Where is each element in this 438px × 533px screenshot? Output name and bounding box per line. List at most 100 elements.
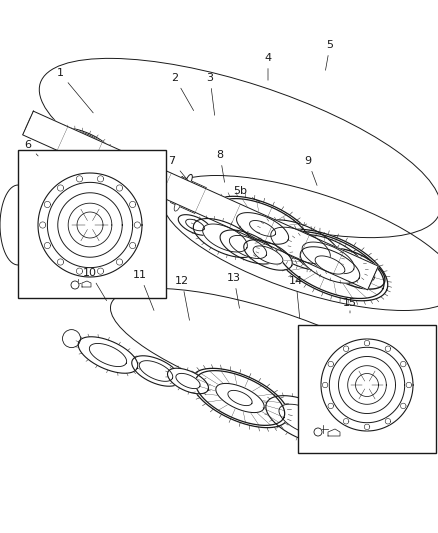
Polygon shape — [260, 220, 342, 271]
Polygon shape — [329, 348, 405, 423]
Polygon shape — [237, 213, 289, 244]
Polygon shape — [230, 236, 267, 259]
Polygon shape — [211, 196, 315, 261]
Polygon shape — [117, 185, 123, 191]
Polygon shape — [53, 130, 113, 166]
Polygon shape — [70, 140, 96, 156]
Text: 9: 9 — [304, 156, 317, 185]
Text: 1: 1 — [57, 68, 93, 113]
Polygon shape — [343, 346, 349, 351]
Polygon shape — [117, 259, 123, 265]
Text: 13: 13 — [227, 273, 241, 308]
Polygon shape — [343, 418, 349, 424]
Circle shape — [71, 281, 79, 289]
Text: 14: 14 — [289, 276, 303, 318]
Polygon shape — [266, 395, 344, 445]
Polygon shape — [400, 361, 406, 367]
Polygon shape — [291, 235, 365, 281]
Text: 7: 7 — [169, 156, 188, 181]
Polygon shape — [186, 219, 204, 231]
Polygon shape — [53, 129, 100, 160]
Polygon shape — [244, 240, 292, 270]
Text: 5b: 5b — [233, 186, 260, 201]
Polygon shape — [39, 222, 46, 228]
Polygon shape — [76, 176, 83, 182]
Polygon shape — [302, 242, 354, 273]
Text: 11: 11 — [133, 270, 154, 310]
Polygon shape — [328, 361, 333, 367]
Polygon shape — [199, 197, 374, 281]
Polygon shape — [364, 341, 370, 346]
Text: 4: 4 — [265, 53, 272, 80]
Polygon shape — [195, 370, 285, 425]
Polygon shape — [348, 366, 386, 405]
Text: 15: 15 — [343, 298, 357, 313]
Polygon shape — [97, 268, 104, 274]
Polygon shape — [253, 246, 283, 264]
Polygon shape — [193, 219, 257, 257]
Ellipse shape — [186, 174, 192, 185]
Polygon shape — [385, 346, 391, 351]
Polygon shape — [78, 337, 138, 373]
Text: 3: 3 — [206, 73, 215, 115]
Polygon shape — [339, 357, 396, 414]
Polygon shape — [228, 390, 252, 406]
Polygon shape — [132, 356, 180, 386]
Polygon shape — [328, 403, 333, 409]
Polygon shape — [51, 128, 116, 168]
Polygon shape — [124, 158, 160, 190]
Ellipse shape — [32, 123, 52, 135]
Text: 12: 12 — [175, 276, 190, 320]
Polygon shape — [44, 201, 50, 207]
Polygon shape — [276, 231, 384, 298]
Text: 6: 6 — [25, 140, 38, 156]
Circle shape — [314, 428, 322, 436]
Polygon shape — [216, 383, 264, 413]
Ellipse shape — [174, 200, 181, 211]
Polygon shape — [328, 429, 340, 436]
Polygon shape — [191, 368, 288, 427]
Polygon shape — [364, 424, 370, 430]
Polygon shape — [220, 230, 276, 264]
Polygon shape — [97, 176, 104, 182]
Polygon shape — [400, 403, 406, 409]
Polygon shape — [82, 281, 91, 287]
Polygon shape — [321, 339, 413, 431]
Polygon shape — [130, 201, 136, 207]
Polygon shape — [38, 173, 142, 277]
Polygon shape — [279, 404, 331, 436]
Text: 5: 5 — [325, 40, 333, 70]
Text: 8: 8 — [216, 150, 225, 182]
Polygon shape — [178, 215, 212, 236]
Polygon shape — [57, 259, 64, 265]
Polygon shape — [167, 368, 208, 394]
Polygon shape — [315, 256, 345, 274]
Polygon shape — [23, 111, 378, 290]
Polygon shape — [42, 126, 83, 151]
Ellipse shape — [63, 329, 81, 348]
Polygon shape — [76, 268, 83, 274]
Polygon shape — [214, 199, 311, 258]
Polygon shape — [89, 343, 127, 367]
Polygon shape — [47, 182, 133, 268]
Polygon shape — [406, 382, 412, 388]
Polygon shape — [300, 247, 360, 283]
Ellipse shape — [35, 125, 48, 133]
Polygon shape — [271, 227, 330, 264]
Polygon shape — [176, 374, 200, 389]
Polygon shape — [76, 143, 91, 152]
Polygon shape — [44, 243, 50, 249]
Polygon shape — [53, 133, 72, 144]
Bar — [18, 150, 166, 298]
Polygon shape — [203, 224, 247, 252]
Polygon shape — [385, 418, 391, 424]
Polygon shape — [40, 124, 85, 153]
Polygon shape — [356, 374, 378, 397]
Polygon shape — [77, 212, 103, 238]
Polygon shape — [250, 221, 276, 236]
Polygon shape — [272, 229, 388, 301]
Polygon shape — [322, 382, 328, 388]
Polygon shape — [57, 185, 64, 191]
Polygon shape — [58, 193, 122, 257]
Polygon shape — [130, 243, 136, 249]
